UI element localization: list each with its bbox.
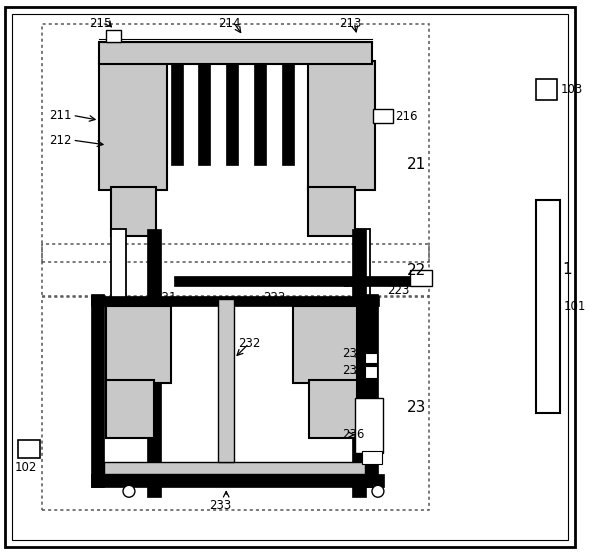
Text: 211: 211	[49, 109, 72, 122]
Bar	[91, 296, 379, 306]
Bar	[307, 61, 375, 189]
Bar	[18, 440, 39, 458]
Bar	[373, 109, 393, 123]
Text: 216: 216	[395, 110, 417, 123]
Text: 212: 212	[49, 134, 72, 147]
Text: 103: 103	[561, 83, 583, 96]
Text: 222: 222	[263, 291, 286, 304]
Text: 223: 223	[387, 284, 409, 297]
Text: 1: 1	[562, 261, 572, 276]
Bar	[309, 380, 357, 438]
Bar	[535, 199, 561, 413]
Text: 221: 221	[154, 291, 176, 304]
Bar	[171, 64, 183, 165]
Text: 236: 236	[342, 428, 365, 441]
Circle shape	[123, 485, 135, 497]
Text: 102: 102	[15, 461, 37, 474]
Bar	[106, 380, 154, 438]
Bar	[99, 42, 372, 64]
Text: 21: 21	[407, 157, 426, 172]
Text: 215: 215	[90, 17, 112, 29]
Bar	[365, 353, 377, 363]
Bar	[365, 294, 378, 488]
Text: 234: 234	[342, 347, 365, 360]
Bar	[42, 244, 429, 296]
Bar	[410, 270, 432, 286]
Text: 22: 22	[407, 263, 426, 278]
Bar	[355, 398, 383, 453]
Text: 231: 231	[342, 278, 365, 290]
Bar	[42, 297, 429, 510]
Bar	[365, 366, 377, 378]
Bar	[174, 276, 410, 286]
Bar	[106, 306, 171, 383]
Bar	[535, 79, 557, 100]
Bar	[254, 64, 266, 165]
Text: 235: 235	[342, 364, 365, 377]
Text: 233: 233	[209, 499, 231, 512]
Bar	[147, 229, 161, 497]
Text: 214: 214	[219, 17, 241, 29]
Text: 101: 101	[564, 300, 586, 313]
Bar	[42, 24, 429, 262]
Bar	[226, 64, 238, 165]
Bar	[111, 229, 126, 334]
Bar	[307, 187, 355, 237]
Bar	[91, 294, 104, 488]
Bar	[362, 450, 382, 464]
Text: 213: 213	[339, 17, 362, 29]
Bar	[104, 463, 365, 474]
Bar	[355, 229, 370, 334]
Bar	[91, 474, 384, 488]
Bar	[106, 30, 121, 42]
Bar	[99, 61, 167, 189]
Circle shape	[372, 485, 384, 497]
Text: 232: 232	[238, 337, 260, 350]
Text: 23: 23	[407, 401, 426, 416]
Bar	[219, 299, 234, 463]
Bar	[282, 64, 294, 165]
Bar	[198, 64, 210, 165]
Bar	[352, 229, 366, 497]
Bar	[293, 306, 357, 383]
Bar	[111, 187, 155, 237]
